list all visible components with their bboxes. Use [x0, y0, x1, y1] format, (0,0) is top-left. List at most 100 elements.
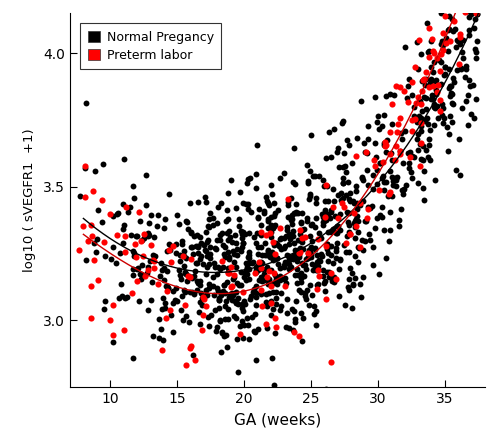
Point [296, 249, 304, 256]
Point [339, 118, 347, 125]
Point [220, 241, 228, 248]
Point [128, 290, 136, 297]
Point [280, 235, 287, 242]
Point [236, 322, 244, 329]
Point [267, 299, 275, 306]
Point [230, 273, 237, 280]
Point [310, 311, 318, 318]
Point [213, 236, 221, 243]
Point [316, 257, 324, 264]
Point [354, 259, 362, 266]
Point [283, 309, 291, 316]
Point [130, 355, 138, 362]
Point [203, 263, 211, 271]
Point [304, 214, 312, 221]
Point [258, 265, 266, 272]
Point [172, 250, 180, 257]
Point [422, 106, 430, 113]
Point [124, 208, 132, 215]
Point [190, 291, 198, 298]
Point [198, 301, 206, 308]
Point [334, 222, 342, 229]
Point [414, 93, 422, 101]
Point [320, 177, 328, 184]
Point [288, 263, 296, 271]
Point [256, 221, 264, 228]
Point [386, 209, 394, 216]
Point [230, 312, 237, 320]
Point [248, 209, 256, 216]
Point [303, 287, 311, 294]
Point [371, 224, 379, 231]
Point [384, 237, 392, 244]
Point [250, 289, 258, 296]
Point [322, 241, 330, 248]
Point [120, 156, 128, 163]
Point [322, 216, 330, 223]
Point [212, 271, 220, 278]
Point [423, 114, 431, 121]
Point [218, 230, 226, 237]
Point [150, 257, 158, 264]
Point [199, 261, 207, 268]
Point [188, 288, 196, 295]
Point [217, 348, 225, 356]
Point [109, 338, 117, 345]
Point [148, 279, 156, 286]
Point [141, 273, 149, 280]
Point [210, 259, 218, 267]
Point [318, 210, 326, 218]
Point [312, 286, 320, 293]
Point [350, 219, 358, 227]
Point [328, 259, 336, 267]
Point [196, 282, 204, 289]
Point [354, 217, 362, 224]
Point [121, 232, 129, 239]
Point [222, 297, 230, 304]
Point [204, 222, 212, 230]
Point [333, 239, 341, 247]
Point [264, 218, 272, 225]
Point [284, 251, 292, 259]
Point [90, 167, 98, 174]
Point [252, 170, 260, 177]
Point [200, 242, 208, 249]
Point [221, 315, 229, 322]
Point [320, 197, 328, 204]
Point [352, 223, 360, 230]
Point [333, 149, 341, 156]
Point [252, 266, 260, 273]
Point [297, 288, 305, 295]
Point [188, 274, 196, 281]
Point [186, 199, 194, 206]
Point [264, 247, 272, 254]
Point [424, 20, 432, 27]
Point [305, 247, 313, 254]
Point [284, 198, 292, 206]
Point [458, 64, 466, 71]
Point [158, 346, 166, 353]
Point [386, 168, 394, 175]
Point [373, 215, 381, 222]
Point [87, 221, 95, 228]
Point [224, 270, 232, 277]
Point [296, 333, 304, 340]
Point [165, 190, 173, 197]
Point [247, 292, 255, 299]
Point [182, 302, 190, 309]
Point [161, 299, 169, 306]
Point [323, 245, 331, 252]
Point [446, 25, 454, 32]
Point [352, 187, 360, 194]
Point [252, 184, 260, 191]
Point [260, 271, 268, 278]
Point [314, 281, 322, 288]
Point [344, 222, 352, 229]
Point [454, 37, 462, 44]
Point [138, 262, 146, 269]
Point [311, 172, 319, 179]
Point [327, 251, 335, 259]
Point [155, 334, 163, 341]
Point [232, 204, 240, 211]
Point [338, 197, 345, 204]
